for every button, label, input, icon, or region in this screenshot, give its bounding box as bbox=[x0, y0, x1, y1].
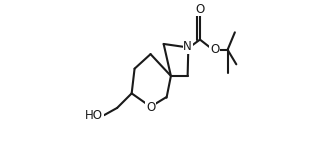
Text: O: O bbox=[210, 43, 219, 56]
Text: HO: HO bbox=[85, 109, 103, 122]
Text: O: O bbox=[146, 101, 155, 114]
Text: O: O bbox=[195, 3, 205, 16]
Text: N: N bbox=[183, 40, 192, 53]
